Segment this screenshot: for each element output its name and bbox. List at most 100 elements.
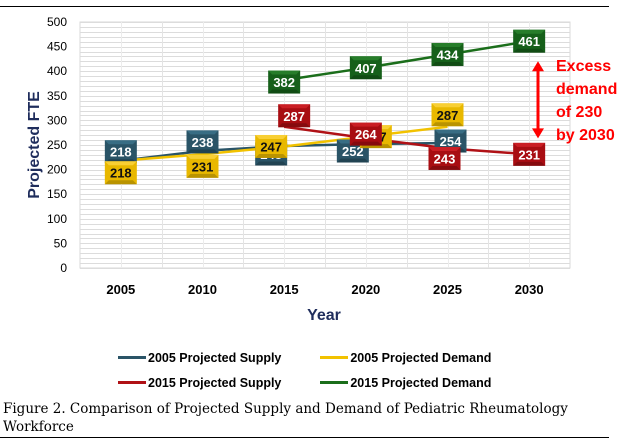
data-label: 218 xyxy=(104,140,137,164)
bottom-rule xyxy=(0,437,609,438)
data-label-text: 287 xyxy=(283,109,305,124)
data-label-bevel xyxy=(431,103,464,108)
data-label-text: 231 xyxy=(518,147,540,162)
y-axis-title: Projected FTE xyxy=(26,91,43,199)
data-label-text: 264 xyxy=(355,127,377,142)
data-label-bevel xyxy=(349,122,382,127)
data-label-text: 254 xyxy=(440,134,462,149)
data-label-box xyxy=(513,29,546,53)
data-label-box xyxy=(268,70,301,94)
data-label-bevel xyxy=(428,146,461,151)
excess-demand-annotation: Excess demand of 230 by 2030 xyxy=(532,58,617,144)
data-label-box xyxy=(349,122,382,146)
legend-item-2005-supply: 2005 Projected Supply xyxy=(118,351,320,365)
legend-swatch xyxy=(118,356,146,359)
legend-item-2015-demand: 2015 Projected Demand xyxy=(320,376,498,390)
data-label-box xyxy=(186,154,219,178)
y-tick-label: 300 xyxy=(47,113,67,127)
y-tick-label: 350 xyxy=(47,89,67,103)
data-label: 231 xyxy=(513,142,546,166)
y-tick-label: 250 xyxy=(47,138,67,152)
data-label-bevel xyxy=(431,42,464,47)
y-tick-label: 450 xyxy=(47,40,67,54)
data-label-bevel xyxy=(255,134,288,139)
data-label: 218 xyxy=(104,161,137,185)
data-label-shadow xyxy=(278,123,311,128)
data-label: 434 xyxy=(431,42,464,66)
annotation-arrow-head-up xyxy=(532,61,544,72)
legend-label: 2005 Projected Demand xyxy=(350,350,492,365)
data-label: 254 xyxy=(434,129,467,153)
data-label-box xyxy=(434,129,467,153)
data-label-text: 247 xyxy=(260,139,282,154)
data-label-bevel xyxy=(104,140,137,145)
data-label: 243 xyxy=(428,146,461,170)
data-label-box xyxy=(255,134,288,158)
data-label-text: 218 xyxy=(110,145,132,160)
legend-swatch xyxy=(118,381,146,384)
y-tick-label: 0 xyxy=(60,261,67,275)
data-label-shadow xyxy=(186,149,219,154)
data-label-shadow xyxy=(104,180,137,185)
x-tick-label: 2020 xyxy=(351,282,380,297)
data-label-shadow xyxy=(255,161,288,166)
y-tick-labels: 0 50 100 150 200 250 300 350 400 450 500 xyxy=(47,15,67,275)
data-label-shadow xyxy=(268,89,301,94)
top-rule xyxy=(0,6,609,7)
legend-item-2005-demand: 2005 Projected Demand xyxy=(320,351,498,365)
data-label-text: 243 xyxy=(434,151,456,166)
data-label-text: 287 xyxy=(437,108,459,123)
data-label-bevel xyxy=(513,142,546,147)
annotation-text-line: Excess xyxy=(556,58,611,75)
data-label-bevel xyxy=(278,104,311,109)
legend-label: 2015 Projected Supply xyxy=(148,375,282,390)
data-label-box xyxy=(349,56,382,80)
data-label-text: 382 xyxy=(273,75,295,90)
data-label: 461 xyxy=(513,29,546,53)
data-label: 264 xyxy=(349,122,382,146)
y-tick-label: 500 xyxy=(47,15,67,29)
series-line-2 xyxy=(284,125,530,156)
data-label-text: 434 xyxy=(437,47,459,62)
data-label-bevel xyxy=(349,56,382,61)
data-label-box xyxy=(104,161,137,185)
x-tick-label: 2015 xyxy=(270,282,299,297)
y-tick-label: 100 xyxy=(47,212,67,226)
data-label-text: 461 xyxy=(518,34,540,49)
data-label-shadow xyxy=(513,161,546,166)
legend-label: 2005 Projected Supply xyxy=(148,350,282,365)
data-label-box xyxy=(431,42,464,66)
data-labels: 2182382482522542182312472672872872642432… xyxy=(104,29,546,185)
data-label: 231 xyxy=(186,154,219,178)
data-label-shadow xyxy=(513,48,546,53)
x-tick-label: 2025 xyxy=(433,282,462,297)
data-label-shadow xyxy=(255,153,288,158)
data-label-box xyxy=(428,146,461,170)
data-label-shadow xyxy=(431,122,464,127)
x-tick-label: 2030 xyxy=(515,282,544,297)
x-axis-title: Year xyxy=(307,307,341,324)
data-label: 247 xyxy=(255,134,288,158)
data-label-text: 252 xyxy=(342,144,364,159)
data-label-shadow xyxy=(428,165,461,170)
series-line-3 xyxy=(284,39,530,82)
legend-item-2015-supply: 2015 Projected Supply xyxy=(118,376,320,390)
data-label-bevel xyxy=(268,70,301,75)
data-label-bevel xyxy=(513,29,546,34)
data-label-bevel xyxy=(186,154,219,159)
y-tick-label: 400 xyxy=(47,64,67,78)
data-label-text: 231 xyxy=(192,159,214,174)
data-label-text: 218 xyxy=(110,166,132,181)
data-label: 407 xyxy=(349,56,382,80)
legend: 2005 Projected Supply 2005 Projected Dem… xyxy=(118,345,498,395)
data-label-shadow xyxy=(186,173,219,178)
data-label-bevel xyxy=(104,161,137,166)
data-label: 382 xyxy=(268,70,301,94)
legend-swatch xyxy=(320,356,349,359)
data-label-shadow xyxy=(431,61,464,66)
y-tick-label: 150 xyxy=(47,187,67,201)
data-label-text: 238 xyxy=(192,135,214,150)
y-tick-label: 50 xyxy=(54,236,68,250)
annotation-text-line: demand xyxy=(556,81,617,98)
